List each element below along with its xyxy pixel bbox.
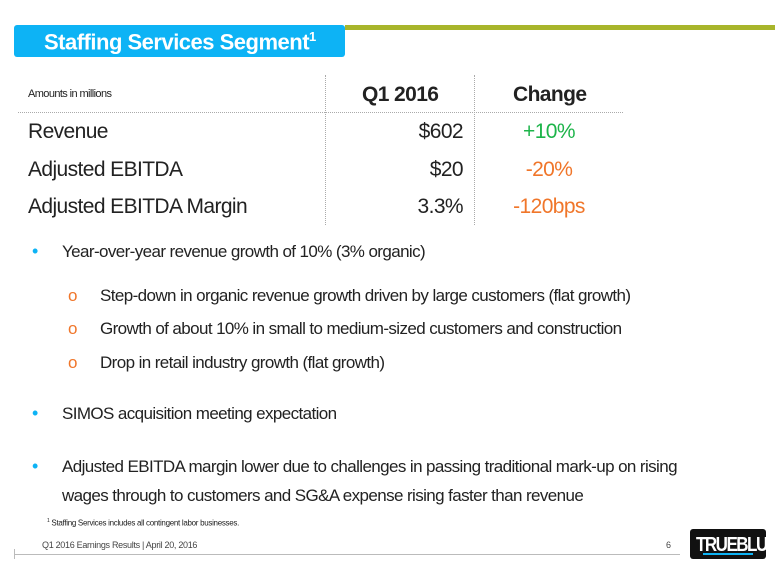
- row-value-ebitda-margin: 3.3%: [417, 195, 464, 218]
- row-change-revenue: +10%: [523, 120, 576, 143]
- bullet-icon: •: [32, 456, 39, 476]
- amounts-note: Amounts in millions: [28, 88, 112, 100]
- bullet-ebitda-margin-line2: wages through to customers and SG&A expe…: [62, 486, 584, 505]
- row-label-adjusted-ebitda: Adjusted EBITDA: [28, 158, 183, 181]
- page-number: 6: [666, 540, 672, 550]
- row-value-adjusted-ebitda: $20: [429, 158, 464, 181]
- trueblue-logo: TRUEBLUE: [690, 529, 775, 559]
- footnote: 1 Staffing Services includes all conting…: [47, 518, 239, 528]
- footer-line-tick: [14, 549, 15, 559]
- title-superscript: 1: [309, 29, 316, 44]
- row-label-ebitda-margin: Adjusted EBITDA Margin: [28, 195, 248, 218]
- bullet-icon: •: [32, 403, 39, 423]
- logo-underline: [703, 553, 753, 555]
- row-change-ebitda-margin: -120bps: [513, 195, 585, 218]
- bullet-ebitda-margin-line1: Adjusted EBITDA margin lower due to chal…: [62, 457, 678, 476]
- sub-bullet: Drop in retail industry growth (flat gro…: [100, 353, 385, 372]
- header-change: Change: [513, 83, 587, 106]
- column-divider: [325, 75, 326, 225]
- sub-bullet-icon: o: [68, 319, 78, 338]
- bullet-simos: SIMOS acquisition meeting expectation: [62, 404, 337, 423]
- slide-title: Staffing Services Segment1: [44, 29, 316, 55]
- bullet-revenue-growth: Year-over-year revenue growth of 10% (3%…: [62, 242, 426, 261]
- footer-line: [14, 554, 680, 555]
- column-divider: [474, 75, 475, 225]
- sub-bullet: Step-down in organic revenue growth driv…: [100, 286, 631, 305]
- footnote-number: 1: [47, 518, 50, 524]
- row-value-revenue: $602: [418, 120, 464, 143]
- title-text: Staffing Services Segment: [44, 29, 310, 55]
- row-label-revenue: Revenue: [28, 120, 108, 143]
- bullet-icon: •: [32, 241, 39, 261]
- header-q1-2016: Q1 2016: [362, 83, 439, 106]
- footnote-text: Staffing Services includes all contingen…: [51, 518, 240, 528]
- header-divider: [18, 112, 623, 113]
- header-accent-line: [345, 25, 775, 30]
- footer-text: Q1 2016 Earnings Results | April 20, 201…: [42, 540, 198, 550]
- logo-text: TRUEBLUE: [696, 533, 775, 556]
- sub-bullet: Growth of about 10% in small to medium-s…: [100, 319, 622, 338]
- row-change-adjusted-ebitda: -20%: [525, 158, 573, 181]
- title-bar: [14, 25, 345, 57]
- sub-bullet-icon: o: [68, 353, 78, 372]
- sub-bullet-icon: o: [68, 286, 78, 305]
